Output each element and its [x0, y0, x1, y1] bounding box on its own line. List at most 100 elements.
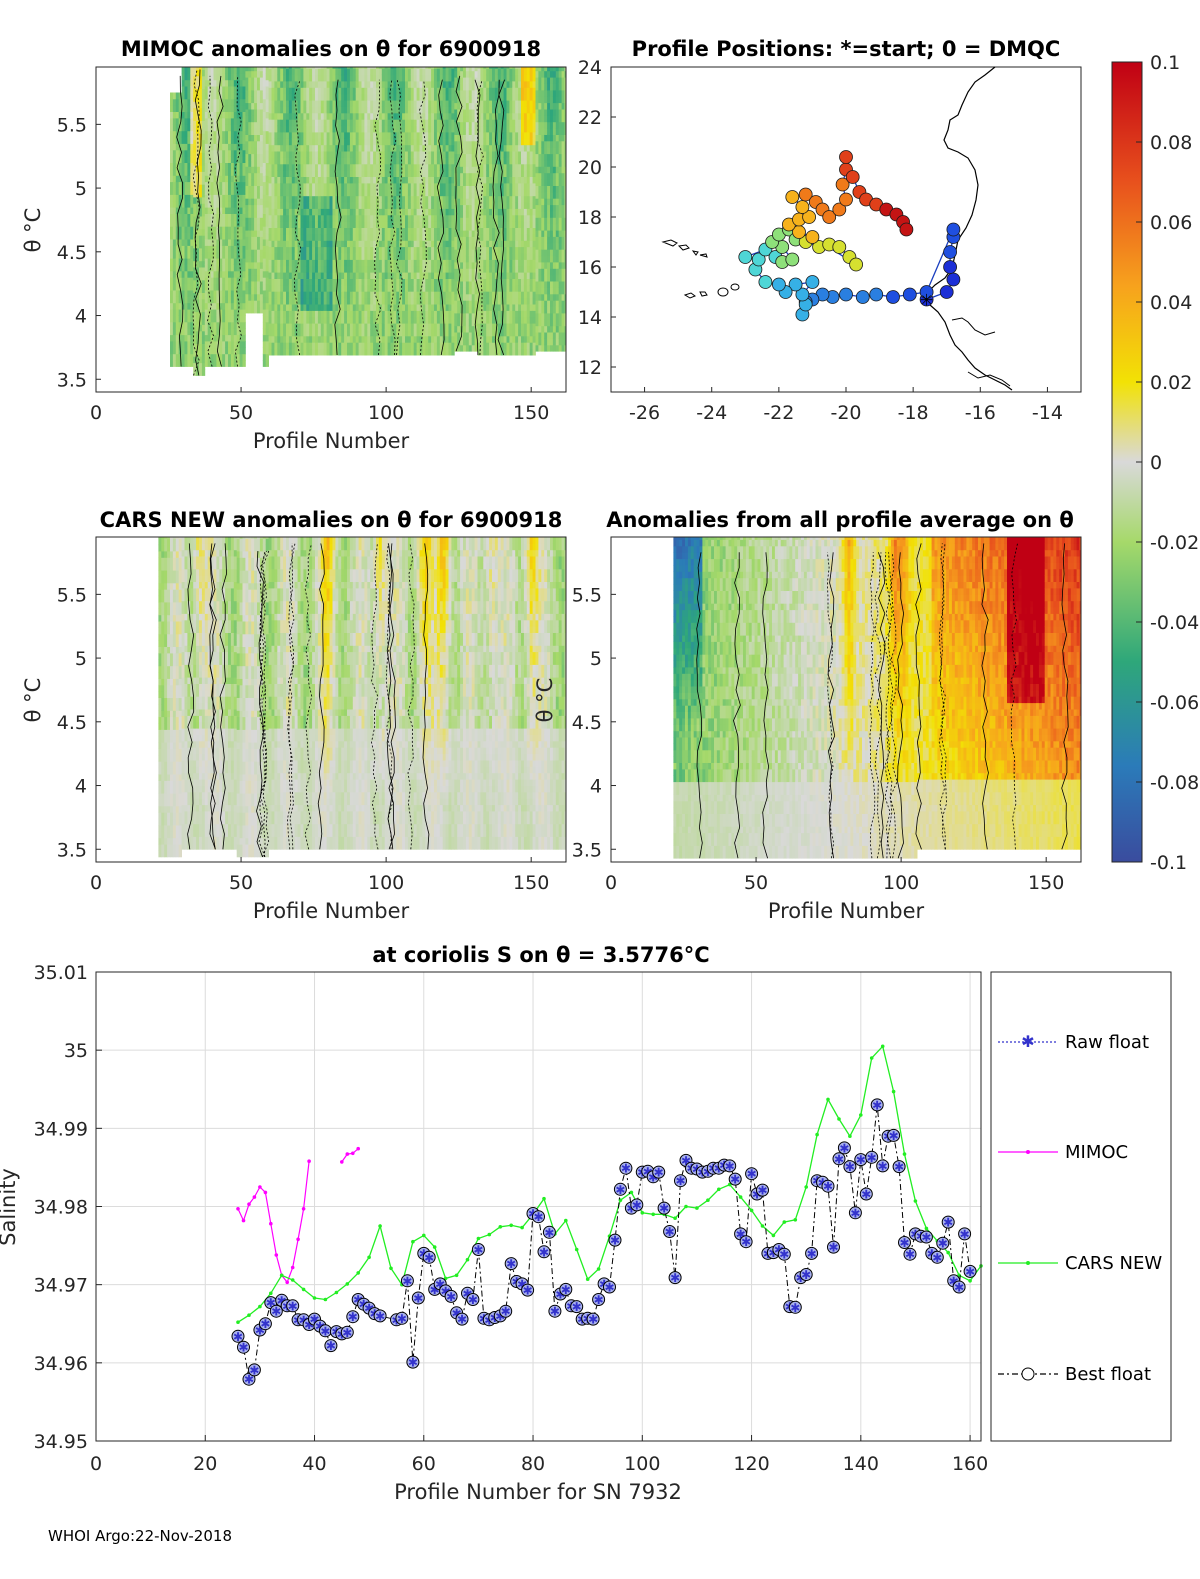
- heatmap-cell: [385, 170, 388, 177]
- heatmap-cell: [312, 94, 315, 101]
- heatmap-cell: [173, 169, 176, 176]
- heatmap-cell: [303, 342, 306, 349]
- heatmap-cell: [463, 84, 466, 91]
- heatmap-cell: [240, 233, 243, 240]
- heatmap-cell: [315, 291, 318, 298]
- heatmap-cell: [330, 336, 333, 343]
- heatmap-cell: [240, 290, 243, 297]
- heatmap-cell: [315, 202, 318, 209]
- heatmap-cell: [306, 177, 309, 184]
- heatmap-cell: [260, 71, 263, 78]
- heatmap-cell: [347, 247, 350, 254]
- heatmap-cell: [364, 266, 367, 273]
- heatmap-cell: [451, 253, 454, 260]
- heatmap-cell: [243, 86, 246, 93]
- heatmap-cell: [428, 145, 431, 152]
- heatmap-cell: [292, 228, 295, 235]
- heatmap-cell: [243, 220, 246, 227]
- heatmap-cell: [353, 240, 356, 247]
- heatmap-cell: [454, 300, 457, 307]
- heatmap-cell: [420, 253, 423, 260]
- heatmap-cell: [228, 233, 231, 240]
- heatmap-cell: [480, 349, 483, 356]
- heatmap-cell: [382, 170, 385, 177]
- heatmap-cell: [347, 266, 350, 273]
- heatmap-cell: [414, 107, 417, 114]
- heatmap-cell: [274, 94, 277, 101]
- heatmap-cell: [324, 323, 327, 330]
- heatmap-cell: [254, 288, 257, 295]
- heatmap-cell: [274, 75, 277, 82]
- heatmap-cell: [446, 68, 449, 75]
- heatmap-cell: [388, 279, 391, 286]
- heatmap-cell: [234, 252, 237, 259]
- heatmap-cell: [417, 330, 420, 337]
- heatmap-cell: [190, 99, 193, 106]
- heatmap-cell: [248, 166, 251, 173]
- heatmap-cell: [457, 326, 460, 333]
- heatmap-cell: [272, 145, 275, 152]
- heatmap-cell: [251, 307, 254, 314]
- heatmap-cell: [312, 177, 315, 184]
- heatmap-cell: [280, 196, 283, 203]
- heatmap-cell: [228, 328, 231, 335]
- heatmap-cell: [272, 349, 275, 356]
- heatmap-cell: [306, 279, 309, 286]
- heatmap-cell: [176, 201, 179, 208]
- heatmap-cell: [283, 170, 286, 177]
- heatmap-cell: [277, 126, 280, 133]
- heatmap-cell: [370, 336, 373, 343]
- heatmap-cell: [408, 196, 411, 203]
- heatmap-cell: [286, 234, 289, 241]
- heatmap-cell: [466, 135, 469, 142]
- heatmap-cell: [428, 310, 431, 317]
- heatmap-cell: [362, 253, 365, 260]
- heatmap-cell: [211, 156, 214, 163]
- heatmap-cell: [344, 285, 347, 292]
- heatmap-cell: [193, 210, 196, 217]
- heatmap-cell: [280, 100, 283, 107]
- heatmap-cell: [205, 309, 208, 316]
- heatmap-cell: [266, 347, 269, 354]
- heatmap-cell: [309, 260, 312, 267]
- heatmap-cell: [370, 209, 373, 216]
- heatmap-cell: [199, 344, 202, 351]
- heatmap-cell: [373, 94, 376, 101]
- heatmap-cell: [170, 271, 173, 278]
- heatmap-cell: [187, 150, 190, 157]
- heatmap-cell: [440, 272, 443, 279]
- heatmap-cell: [231, 80, 234, 87]
- heatmap-cell: [248, 128, 251, 135]
- heatmap-cell: [347, 158, 350, 165]
- heatmap-cell: [333, 81, 336, 88]
- heatmap-cell: [469, 319, 472, 326]
- heatmap-cell: [370, 145, 373, 152]
- heatmap-cell: [364, 170, 367, 177]
- heatmap-cell: [457, 300, 460, 307]
- heatmap-cell: [298, 330, 301, 337]
- heatmap-cell: [466, 217, 469, 224]
- heatmap-cell: [405, 177, 408, 184]
- heatmap-cell: [362, 126, 365, 133]
- heatmap-cell: [324, 126, 327, 133]
- heatmap-cell: [263, 322, 266, 329]
- heatmap-cell: [289, 100, 292, 107]
- heatmap-cell: [451, 279, 454, 286]
- heatmap-cell: [399, 81, 402, 88]
- heatmap-cell: [364, 87, 367, 94]
- heatmap-cell: [451, 158, 454, 165]
- heatmap-cell: [315, 266, 318, 273]
- heatmap-cell: [391, 81, 394, 88]
- heatmap-cell: [251, 268, 254, 275]
- heatmap-cell: [228, 296, 231, 303]
- heatmap-cell: [443, 68, 446, 75]
- heatmap-cell: [211, 347, 214, 354]
- heatmap-cell: [240, 341, 243, 348]
- heatmap-cell: [367, 260, 370, 267]
- heatmap-cell: [393, 81, 396, 88]
- heatmap-cell: [431, 151, 434, 158]
- heatmap-cell: [402, 75, 405, 82]
- heatmap-cell: [274, 349, 277, 356]
- heatmap-cell: [393, 177, 396, 184]
